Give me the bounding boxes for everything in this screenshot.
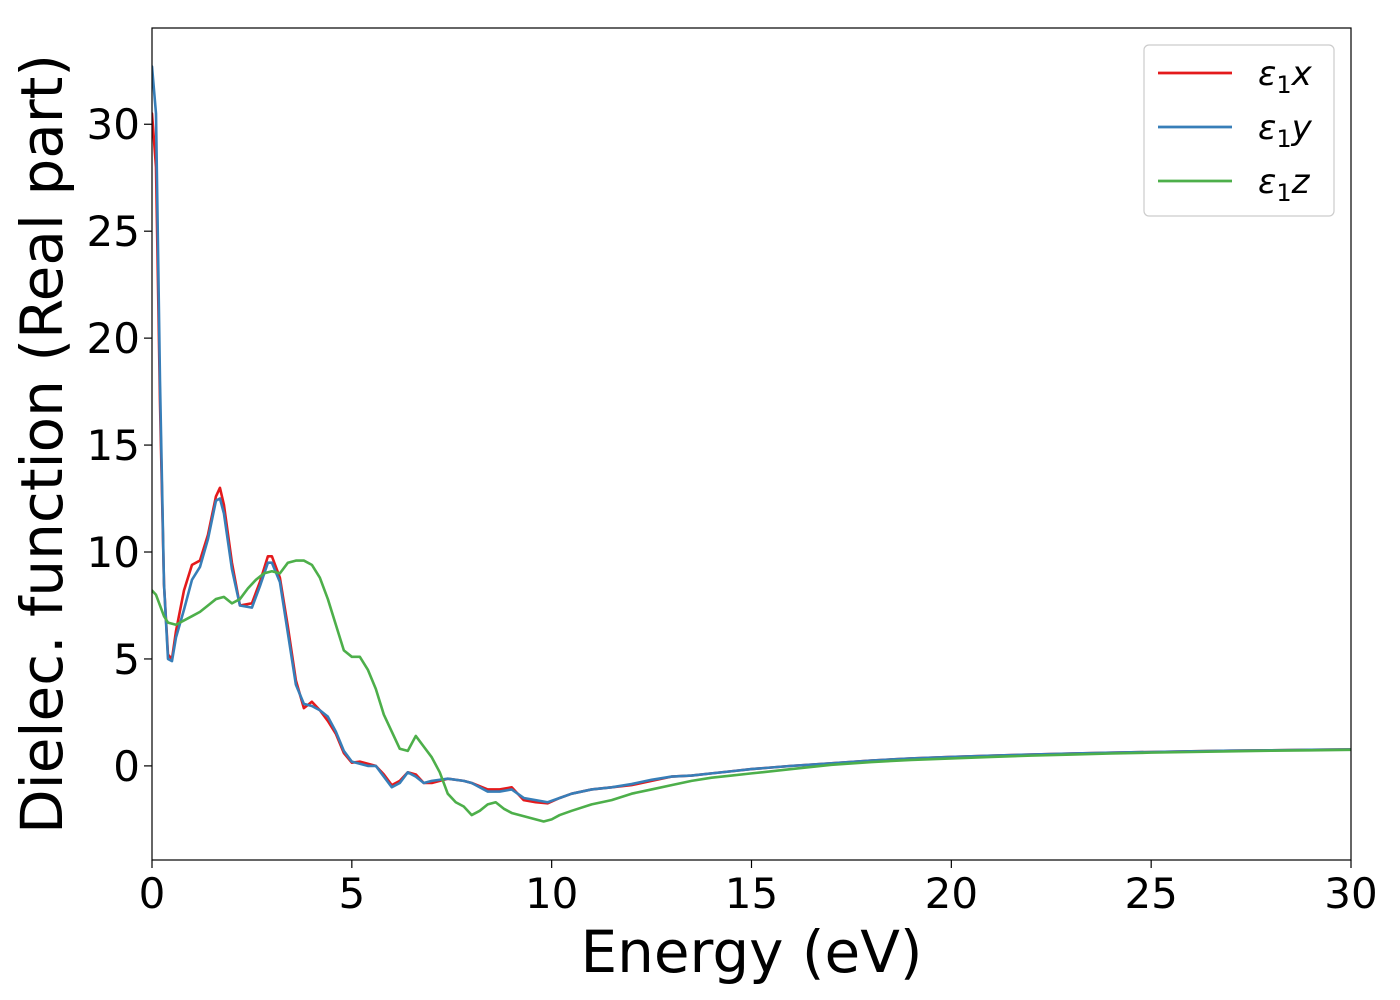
legend-item-y: ε1y <box>1158 108 1313 153</box>
legend-label: ε1z <box>1258 162 1311 207</box>
x-tick-label: 10 <box>525 869 578 918</box>
legend-label: ε1y <box>1258 108 1313 153</box>
y-tick-label: 20 <box>87 314 140 363</box>
x-tick-label: 0 <box>139 869 166 918</box>
series-line-z <box>152 559 1351 823</box>
legend-item-x: ε1x <box>1158 54 1313 99</box>
x-tick-label: 25 <box>1124 869 1177 918</box>
legend-item-z: ε1z <box>1158 162 1311 207</box>
x-tick-label: 5 <box>338 869 365 918</box>
y-tick-label: 5 <box>113 635 140 684</box>
y-tick-label: 25 <box>87 207 140 256</box>
series-line-y <box>152 65 1351 804</box>
series-layer <box>152 65 1351 823</box>
legend: ε1x ε1y ε1z <box>1143 44 1335 217</box>
x-axis-label: Energy (eV) <box>580 918 922 986</box>
series-line-x <box>152 112 1351 805</box>
x-tick-label: 20 <box>925 869 978 918</box>
y-axis: 0 5 10 15 20 25 30 <box>87 100 152 791</box>
y-tick-label: 10 <box>87 528 140 577</box>
y-axis-label: Dielec. function (Real part) <box>8 54 76 834</box>
legend-box <box>1143 44 1335 217</box>
legend-label: ε1x <box>1258 54 1313 99</box>
x-tick-label: 15 <box>725 869 778 918</box>
y-tick-label: 30 <box>87 100 140 149</box>
y-tick-label: 0 <box>113 742 140 791</box>
y-tick-label: 15 <box>87 421 140 470</box>
x-tick-label: 30 <box>1324 869 1377 918</box>
x-axis: 0 5 10 15 20 25 30 <box>139 860 1378 918</box>
